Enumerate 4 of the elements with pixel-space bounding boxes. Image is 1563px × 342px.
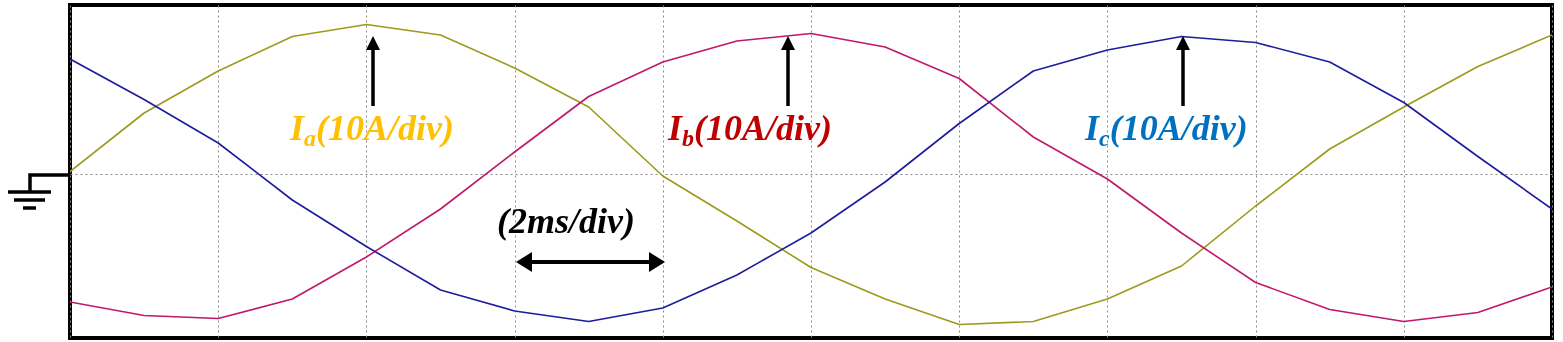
annotation: I$_{a}$(10A/div) (290, 108, 454, 151)
annotation: (2ms/div) (497, 201, 635, 241)
annotation: I$_{c}$(10A/div) (1085, 108, 1248, 151)
annotation: I$_{b}$(10A/div) (668, 108, 832, 151)
